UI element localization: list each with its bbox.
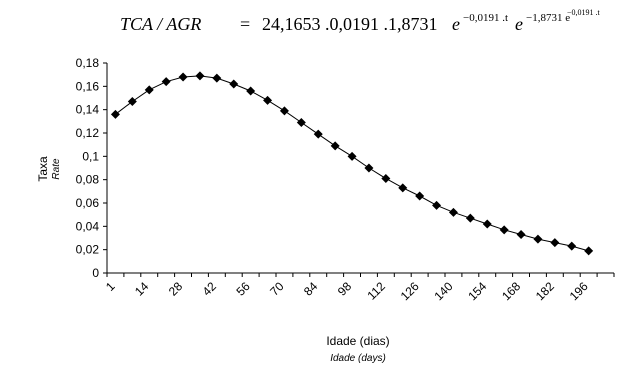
data-point (229, 79, 239, 89)
y-axis-title: Taxa (36, 156, 50, 182)
y-tick-label: 0,1 (82, 149, 99, 163)
title-e2: e (515, 14, 523, 34)
y-tick-label: 0,06 (76, 196, 100, 210)
x-tick-label: 56 (233, 279, 253, 299)
data-point (364, 163, 374, 173)
data-point (533, 234, 543, 244)
x-tick-label: 98 (335, 279, 355, 299)
x-tick-label: 196 (567, 279, 591, 303)
x-axis-title-english: Idade (days) (330, 353, 386, 364)
series-markers (110, 71, 594, 256)
title-lhs: TCA / AGR (120, 14, 201, 34)
data-point (178, 72, 188, 82)
data-point (465, 213, 475, 223)
y-tick-label: 0,12 (76, 126, 100, 140)
data-point (279, 106, 289, 116)
data-point (110, 109, 120, 119)
series-line (115, 75, 589, 252)
x-tick-label: 84 (301, 279, 321, 299)
data-point (246, 86, 256, 96)
x-tick-label: 42 (200, 279, 220, 299)
data-point (347, 151, 357, 161)
data-point (415, 191, 425, 201)
series-line-group (115, 75, 589, 252)
x-tick-label: 168 (499, 279, 523, 303)
y-tick-label: 0,16 (76, 79, 100, 93)
x-tick-label: 28 (166, 279, 186, 299)
data-point (313, 129, 323, 139)
data-point (398, 183, 408, 193)
title-exponent-2: −1,8731 e (526, 12, 570, 24)
data-point (482, 219, 492, 229)
data-point (516, 230, 526, 239)
y-axis-title-english: Rate (51, 158, 62, 180)
y-tick-label: 0,04 (76, 219, 100, 233)
x-axis-title: Idade (dias) (326, 334, 389, 348)
data-point (584, 246, 594, 256)
y-tick-label: 0,08 (76, 173, 100, 187)
y-axis-label: Taxa Rate (36, 156, 62, 182)
x-ticks: 1 14 28 42 56 70 84 98 112 126 140 154 168 182 196 (103, 273, 615, 303)
x-tick-label: 1 (103, 279, 118, 294)
y-ticks: 0 0,02 0,04 0,06 0,08 0,1 0,12 0,14 0,16 0,18 (76, 56, 107, 280)
title-coefficients: 24,1653 .0,0191 .1,8731 (262, 14, 438, 34)
title-e1: e (452, 14, 460, 34)
data-point (195, 71, 205, 81)
title-equals: = (240, 14, 250, 34)
data-point (263, 95, 273, 105)
x-tick-label: 112 (365, 279, 389, 303)
data-point (499, 225, 509, 235)
data-point (212, 73, 222, 83)
title-exponent-2-sup: −0,0191 .t (567, 8, 601, 17)
data-point (448, 207, 458, 217)
data-point (567, 241, 577, 251)
x-tick-label: 182 (533, 279, 557, 303)
x-axis-label: Idade (dias) Idade (days) (326, 334, 389, 364)
data-point (432, 200, 442, 210)
data-point (381, 174, 391, 183)
y-tick-label: 0,02 (76, 243, 100, 257)
data-point (127, 97, 137, 106)
data-point (144, 85, 154, 95)
x-tick-label: 154 (465, 279, 489, 303)
title-exponent-1: −0,0191 .t (463, 12, 508, 24)
data-point (330, 141, 340, 151)
y-tick-label: 0,14 (76, 103, 100, 117)
x-tick-label: 14 (132, 279, 152, 299)
chart-title-equation: TCA / AGR = 24,1653 .0,0191 .1,8731 e −0… (120, 8, 601, 34)
data-point (161, 77, 171, 87)
x-tick-label: 126 (398, 279, 422, 303)
x-tick-label: 70 (267, 279, 287, 299)
data-point (550, 238, 560, 248)
data-point (296, 118, 306, 127)
x-tick-label: 140 (432, 279, 456, 303)
y-tick-label: 0,18 (76, 56, 100, 70)
y-tick-label: 0 (92, 266, 99, 280)
